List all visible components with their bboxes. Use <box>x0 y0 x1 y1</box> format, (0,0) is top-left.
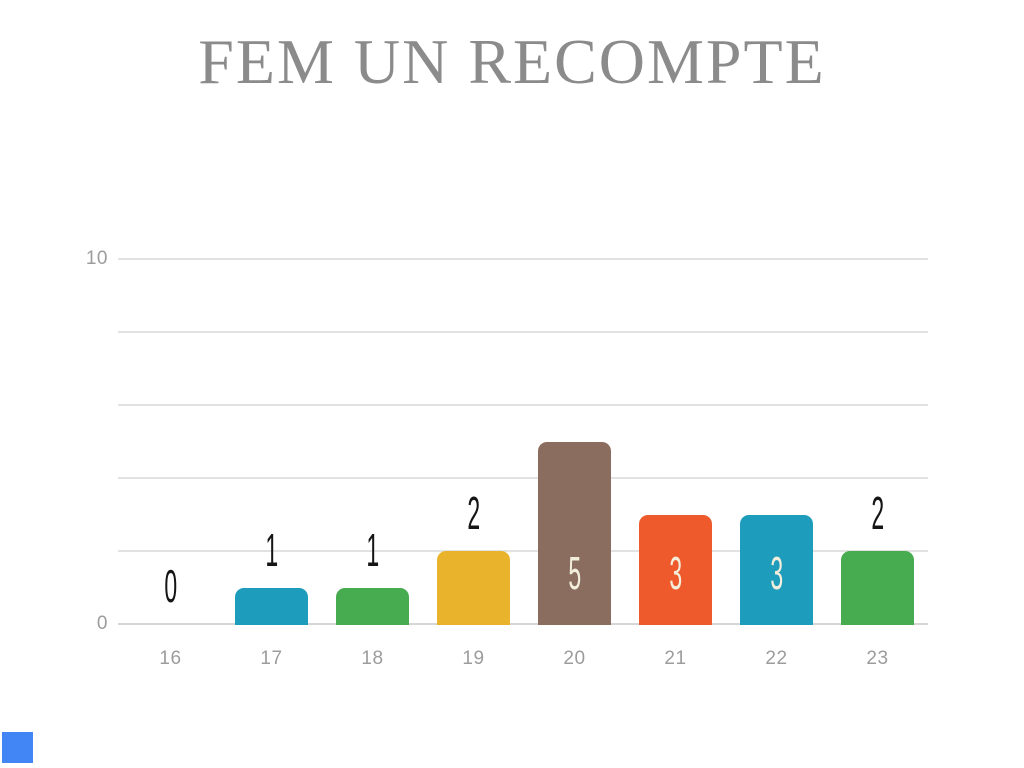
bar-value-text: 3 <box>669 547 682 599</box>
bar <box>336 587 409 625</box>
gridline <box>118 550 928 552</box>
x-axis-tick-label: 19 <box>462 648 485 669</box>
bar <box>841 551 914 625</box>
gridline <box>118 477 928 479</box>
x-axis-tick-label: 22 <box>765 648 788 669</box>
slide-accent-square <box>2 732 33 763</box>
y-axis-tick-label: 0 <box>96 613 108 634</box>
x-axis-tick-label: 20 <box>563 648 586 669</box>
x-axis-line <box>118 623 928 625</box>
bar-value-label: 2 <box>827 487 928 539</box>
y-axis-tick-label: 10 <box>85 248 108 269</box>
gridline <box>118 404 928 406</box>
bar-value-label: 3 <box>726 547 827 599</box>
bar <box>437 551 510 625</box>
bar <box>235 587 308 625</box>
chart-title: FEM UN RECOMPTE <box>198 26 826 97</box>
bar-value-label: 2 <box>423 487 524 539</box>
bar-value-text: 3 <box>770 547 783 599</box>
bar <box>639 514 712 625</box>
x-axis-tick-label: 21 <box>664 648 687 669</box>
bar <box>740 514 813 625</box>
bar <box>538 441 611 625</box>
x-axis-tick-label: 23 <box>866 648 889 669</box>
gridline <box>118 258 928 260</box>
x-axis-tick-label: 16 <box>159 648 182 669</box>
x-axis-tick-label: 17 <box>260 648 283 669</box>
bar-value-text: 2 <box>871 487 884 539</box>
bar-value-text: 0 <box>164 560 177 612</box>
bar-value-label: 0 <box>120 560 221 612</box>
bar-value-label: 5 <box>524 547 625 599</box>
gridline <box>118 331 928 333</box>
x-axis-tick-label: 18 <box>361 648 384 669</box>
bar-value-text: 2 <box>467 487 480 539</box>
bar-value-text: 1 <box>366 523 379 576</box>
bar-value-text: 5 <box>568 547 581 599</box>
bar-value-label: 1 <box>221 523 322 576</box>
bar-value-text: 1 <box>265 523 278 576</box>
bar-value-label: 1 <box>322 523 423 576</box>
bar-value-label: 3 <box>625 547 726 599</box>
